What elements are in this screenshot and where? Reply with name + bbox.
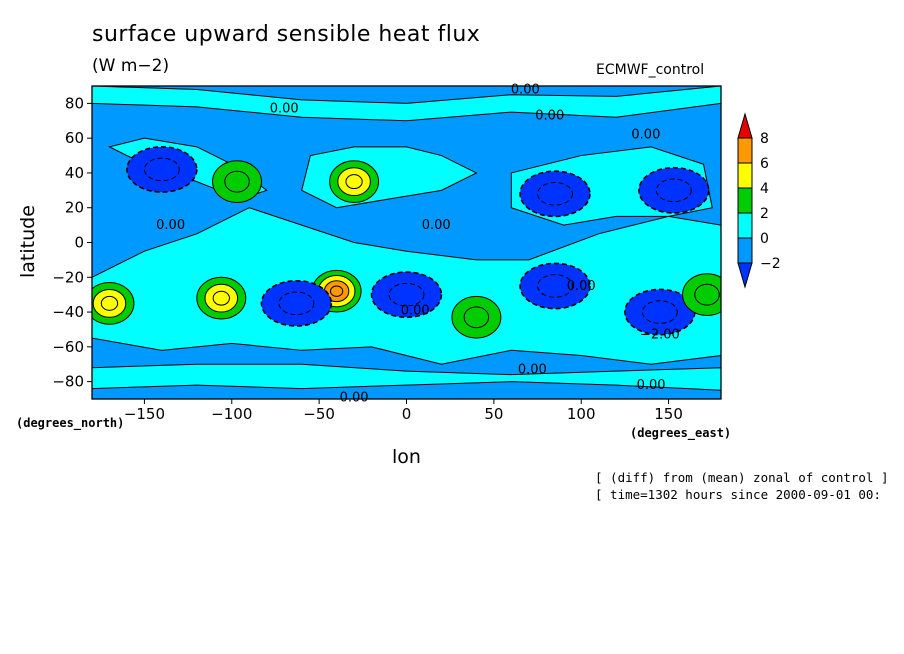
zero-contour-region-1: [92, 86, 721, 122]
contour-label: 0.00: [156, 218, 185, 233]
anomaly-center-4: [638, 166, 710, 214]
units-label: (W m−2): [92, 56, 170, 76]
colorbar-segment: [737, 137, 753, 164]
x-tick-label: 50: [484, 405, 503, 423]
y-tick-label: 0: [74, 234, 84, 252]
note-line-2: [ time=1302 hours since 2000-09-01 00:: [595, 487, 881, 502]
y-axis-label: latitude: [17, 205, 39, 278]
contour-label: 0.00: [401, 303, 430, 318]
anomaly-center-3: [519, 170, 591, 218]
contour-label: 0.00: [422, 218, 451, 233]
contour-label: 0.00: [637, 378, 666, 393]
x-tick-label: 100: [567, 405, 596, 423]
y-tick-label: 60: [65, 129, 84, 147]
colorbar-label: 8: [760, 131, 769, 147]
x-tick-label: −50: [303, 405, 335, 423]
colorbar-bottom-arrow: [737, 262, 753, 289]
anomaly-center-8: [260, 279, 333, 327]
anomaly-center-9: [519, 262, 591, 310]
axis-ticks: −150 −100 −50 0 50 100 150 80 60 40 20 0 −20 −40 −60 −8…: [52, 94, 683, 423]
contour-label: 0.00: [535, 109, 564, 124]
y-tick-label: 80: [65, 94, 84, 112]
anomaly-center-0: [126, 146, 198, 193]
y-tick-label: −80: [52, 373, 84, 391]
colorbar-top-arrow: [737, 112, 753, 139]
contour-label: 0.00: [631, 128, 660, 143]
anomaly-center-5: [92, 282, 135, 325]
contour-label: 0.00: [511, 82, 540, 97]
contour-label: 0.00: [340, 390, 369, 405]
colorbar-segment: [737, 162, 753, 189]
chart-title: surface upward sensible heat flux: [92, 22, 481, 47]
colorbar-label: 2: [760, 206, 769, 222]
anomaly-center-12: [682, 273, 721, 317]
anomaly-center-10: [624, 288, 696, 336]
colorbar-label: 0: [760, 231, 769, 247]
anomaly-center-2: [329, 160, 380, 204]
x-tick-label: −150: [124, 405, 165, 423]
zero-contour-region-5: [92, 363, 721, 391]
colorbar: 8 6 4 2 0 −2: [737, 112, 781, 289]
x-axis-label: lon: [392, 446, 421, 468]
contour-label: 0.00: [567, 279, 596, 294]
y-unit-label: (degrees_north): [16, 416, 125, 430]
x-tick-label: 150: [654, 405, 683, 423]
anomaly-center-6: [196, 276, 247, 320]
y-tick-label: 20: [65, 199, 84, 217]
x-unit-label: (degrees_east): [630, 426, 732, 440]
anomaly-center-13: [370, 271, 443, 319]
anomaly-center-1: [212, 160, 262, 204]
contour-label: −2.00: [640, 328, 680, 343]
colorbar-label: −2: [760, 256, 781, 272]
model-label: ECMWF_control: [596, 62, 705, 78]
y-tick-label: −60: [52, 338, 84, 356]
contour-label: 0.00: [518, 362, 547, 377]
colorbar-label: 6: [760, 156, 769, 172]
note-line-1: [ (diff) from (mean) zonal of control ]: [595, 470, 889, 485]
contour-labels: 0.00 0.00 0.00 0.00 0.00 0.00 0.00 0.00 0.00 0.00…: [156, 82, 680, 405]
colorbar-segment: [737, 187, 753, 214]
y-tick-label: 40: [65, 164, 84, 182]
anomaly-center-11: [451, 295, 502, 339]
colorbar-segment: [737, 212, 753, 239]
colorbar-segment: [737, 237, 753, 264]
x-tick-label: 0: [402, 405, 412, 423]
colorbar-label: 4: [760, 181, 769, 197]
y-tick-label: −20: [52, 268, 84, 286]
y-tick-label: −40: [52, 303, 84, 321]
map-field: [92, 86, 721, 399]
contour-label: 0.00: [270, 102, 299, 117]
x-tick-label: −100: [211, 405, 252, 423]
